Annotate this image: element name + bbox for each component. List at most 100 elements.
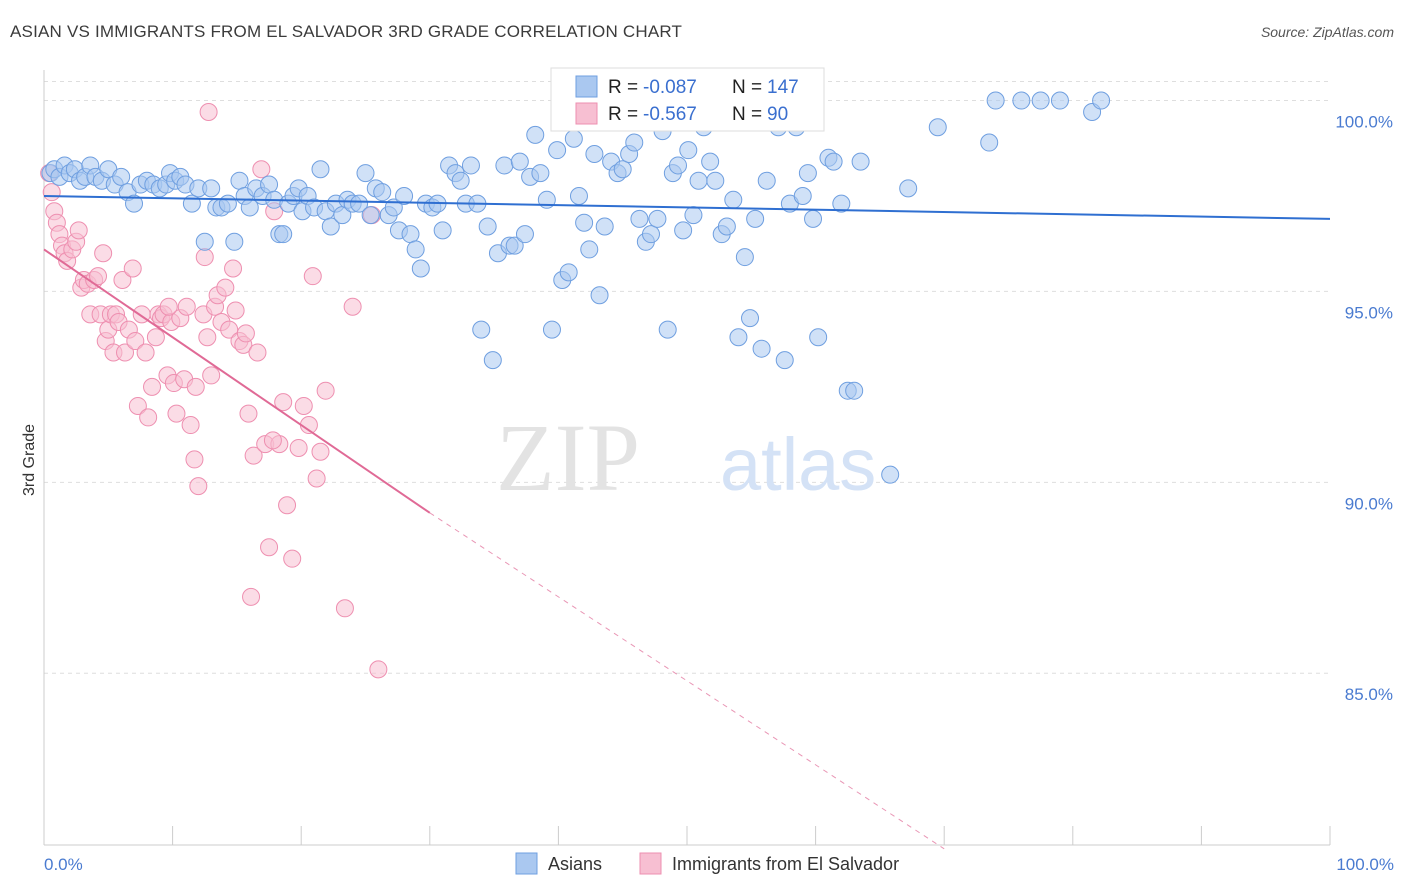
stats-r-label-pink: R = [608,104,638,125]
data-point-asian [225,232,244,251]
data-point-asian [668,156,687,175]
data-point-asian [804,209,823,228]
data-point-asian [585,144,604,163]
data-point-el-salvador [248,343,267,362]
data-point-asian [717,217,736,236]
data-point-asian [125,194,144,213]
data-point-asian [112,167,131,186]
data-point-asian [461,156,480,175]
data-point-el-salvador [128,396,147,415]
data-point-el-salvador [69,221,88,240]
data-point-el-salvador [177,297,196,316]
data-point-asian [1050,91,1069,110]
data-point-asian [679,141,698,160]
stats-n-label-blue: N = [732,77,762,98]
data-point-asian [986,91,1005,110]
data-point-asian [658,320,677,339]
data-point-asian [510,152,529,171]
trend-line-asians [43,194,1331,220]
axes [43,70,1331,846]
stats-swatch-pink [575,102,598,125]
trend-line-el-salvador-extension [429,512,945,850]
data-point-asian [735,248,754,267]
data-point-asian [746,209,765,228]
data-point-asian [373,183,392,202]
stats-r-value-blue: -0.087 [643,77,697,98]
data-point-asian [580,240,599,259]
data-point-asian [706,171,725,190]
data-point-asian [689,171,708,190]
data-point-el-salvador [136,343,155,362]
x-tick-max: 100.0% [1336,855,1394,874]
data-point-asian [928,118,947,137]
y-tick-label: 85.0% [1345,685,1393,704]
data-point-asian [824,152,843,171]
stats-r-label-blue: R = [608,77,638,98]
data-point-el-salvador [236,324,255,343]
data-point-el-salvador [335,599,354,618]
data-point-el-salvador [189,477,208,496]
data-point-el-salvador [159,297,178,316]
data-point-el-salvador [283,549,302,568]
data-point-asian [505,236,524,255]
data-point-el-salvador [289,438,308,457]
stats-swatch-blue [575,75,598,98]
legend-label-asians: Asians [548,854,602,874]
data-point-asian [595,217,614,236]
grid-lines [44,80,1330,674]
data-point-asian [899,179,918,198]
data-point-asian [590,286,609,305]
data-point-asian [451,171,470,190]
data-point-asian [613,160,632,179]
data-point-asian [433,221,452,240]
data-point-asian [321,217,340,236]
data-point-asian [575,213,594,232]
data-point-asian [483,351,502,370]
data-point-asian [674,221,693,240]
data-point-el-salvador [202,366,221,385]
data-point-asian [569,186,588,205]
data-point-el-salvador [195,248,214,267]
data-point-asian [630,209,649,228]
stats-n-label-pink: N = [732,104,762,125]
data-point-el-salvador [116,343,135,362]
data-point-el-salvador [123,259,142,278]
series-el-salvador-points [40,102,388,679]
data-point-asian [361,206,380,225]
data-point-el-salvador [94,244,113,263]
data-point-el-salvador [42,183,61,202]
data-point-asian [260,175,279,194]
data-point-el-salvador [146,328,165,347]
data-point-el-salvador [181,416,200,435]
data-point-asian [980,133,999,152]
data-point-asian [724,190,743,209]
data-point-el-salvador [274,393,293,412]
data-point-el-salvador [216,278,235,297]
data-point-asian [311,160,330,179]
data-point-el-salvador [199,102,218,121]
data-point-el-salvador [263,431,282,450]
data-point-asian [274,225,293,244]
data-point-el-salvador [307,469,326,488]
data-point-asian [701,152,720,171]
watermark-zip: ZIP [496,404,640,511]
data-point-asian [1031,91,1050,110]
data-point-el-salvador [220,320,239,339]
data-point-asian [548,141,567,160]
watermark-atlas: atlas [720,423,876,506]
stats-r-value-pink: -0.567 [643,104,697,125]
legend-label-el-salvador: Immigrants from El Salvador [672,854,899,874]
data-point-el-salvador [242,587,261,606]
data-point-asian [1012,91,1031,110]
data-point-asian [478,217,497,236]
data-point-asian [230,171,249,190]
data-point-el-salvador [226,301,245,320]
data-point-el-salvador [143,377,162,396]
data-point-asian [648,209,667,228]
data-point-asian [526,125,545,144]
y-tick-label: 100.0% [1335,113,1393,132]
data-point-asian [218,194,237,213]
data-point-asian [793,186,812,205]
data-point-asian [881,465,900,484]
data-point-asian [757,171,776,190]
